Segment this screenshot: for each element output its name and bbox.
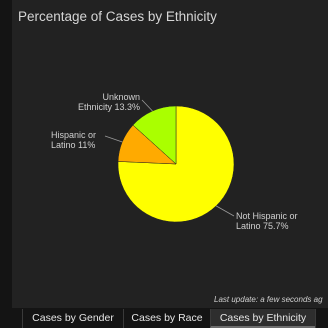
tab-cases-by-race[interactable]: Cases by Race [123, 309, 210, 328]
tab-overflow[interactable] [315, 309, 328, 328]
slice-label-line: Unknown [102, 92, 140, 102]
slice-label-not-hispanic: Not Hispanic or Latino 75.7% [236, 211, 298, 231]
slice-label-line: Not Hispanic or [236, 211, 298, 221]
tab-bar: Cases by Gender Cases by Race Cases by E… [0, 308, 328, 328]
slice-label-line: Latino 11% [51, 140, 96, 150]
left-edge [0, 0, 12, 308]
slice-label-line: Ethnicity 13.3% [77, 102, 140, 112]
leader-line [104, 135, 123, 143]
chart-panel: Percentage of Cases by Ethnicity Not His… [12, 0, 328, 308]
slice-label-hispanic: Hispanic or Latino 11% [51, 130, 96, 150]
leader-line [141, 99, 153, 112]
last-update-text: Last update: a few seconds ag [214, 295, 323, 304]
tab-cases-by-gender[interactable]: Cases by Gender [22, 309, 123, 328]
slice-label-unknown: Unknown Ethnicity 13.3% [78, 92, 140, 112]
tab-cases-by-ethnicity[interactable]: Cases by Ethnicity [210, 309, 315, 328]
slice-label-line: Hispanic or [51, 130, 97, 140]
pie-chart [104, 99, 235, 223]
leader-line [215, 205, 235, 217]
chart-title: Percentage of Cases by Ethnicity [18, 9, 217, 24]
slice-label-line: Latino 75.7% [236, 221, 289, 231]
